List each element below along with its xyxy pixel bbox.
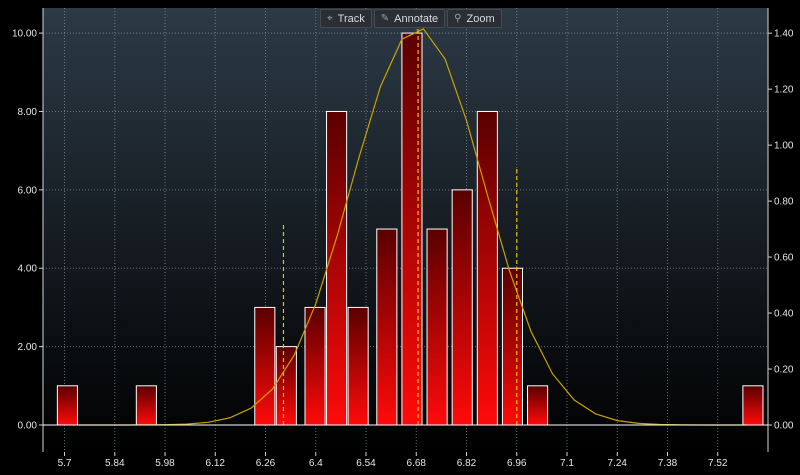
right-tick-label: 0.60 — [774, 253, 794, 264]
left-tick-label: 10.00 — [12, 29, 37, 40]
marker-lines — [282, 27, 518, 425]
x-tick-label: 6.26 — [256, 458, 276, 469]
x-tick-label: 5.98 — [155, 458, 175, 469]
histogram-bar — [451, 189, 473, 426]
histogram-bar — [56, 385, 78, 426]
left-tick-label: 8.00 — [18, 107, 38, 118]
right-tick-label: 1.40 — [774, 29, 794, 40]
left-tick-label: 6.00 — [18, 185, 38, 196]
axes: 0.00 2.00 4.00 6.00 8.00 10.00 0.00 0.20 0.40 0.6… — [12, 8, 794, 469]
histogram-bar — [527, 385, 549, 426]
x-tick-label: 7.24 — [608, 458, 628, 469]
x-tick-label: 6.4 — [309, 458, 323, 469]
right-tick-label: 0.20 — [774, 365, 794, 376]
histogram-bar — [347, 306, 369, 426]
x-tick-label: 6.82 — [457, 458, 477, 469]
normal-curve-layer — [78, 28, 747, 426]
histogram-bar — [401, 32, 423, 426]
left-tick-label: 2.00 — [18, 342, 38, 353]
right-tick-label: 1.20 — [774, 85, 794, 96]
histogram-bar — [501, 267, 524, 426]
zoom-button[interactable]: ⚲ Zoom — [447, 9, 502, 28]
crosshair-icon: ⌖ — [327, 13, 333, 24]
x-tick-label: 5.84 — [105, 458, 125, 469]
right-tick-label: 1.00 — [774, 141, 794, 152]
x-tick-label: 5.7 — [58, 458, 72, 469]
histogram-bar — [376, 228, 398, 426]
magnifier-icon: ⚲ — [454, 13, 462, 24]
normal-distribution-curve — [78, 28, 747, 426]
track-label: Track — [337, 12, 365, 25]
annotate-label: Annotate — [394, 12, 439, 25]
histogram-bars — [56, 32, 764, 426]
x-tick-label: 7.1 — [560, 458, 574, 469]
histogram-bar — [275, 346, 297, 426]
histogram-bar — [476, 110, 498, 426]
x-tick-label: 6.12 — [206, 458, 226, 469]
left-tick-label: 0.00 — [18, 421, 38, 432]
histogram-bar — [426, 228, 448, 426]
histogram-bar — [742, 385, 764, 426]
histogram-bar — [135, 385, 157, 426]
right-tick-label: 0.40 — [774, 309, 794, 320]
histogram-bar — [304, 306, 326, 426]
right-tick-label: 0.80 — [774, 197, 794, 208]
annotate-button[interactable]: ✎ Annotate — [373, 9, 446, 28]
track-button[interactable]: ⌖ Track — [320, 9, 372, 28]
left-tick-label: 4.00 — [18, 264, 38, 275]
x-tick-label: 6.96 — [507, 458, 527, 469]
zoom-label: Zoom — [466, 12, 495, 25]
histogram-bar — [326, 110, 348, 426]
x-tick-label: 6.68 — [407, 458, 427, 469]
chart-toolbar: ⌖ Track ✎ Annotate ⚲ Zoom — [320, 9, 502, 28]
x-tick-label: 6.54 — [356, 458, 376, 469]
x-tick-label: 7.38 — [658, 458, 678, 469]
histogram-bar — [254, 306, 276, 426]
pencil-icon: ✎ — [380, 13, 390, 24]
x-tick-label: 7.52 — [708, 458, 728, 469]
right-tick-label: 0.00 — [774, 421, 794, 432]
